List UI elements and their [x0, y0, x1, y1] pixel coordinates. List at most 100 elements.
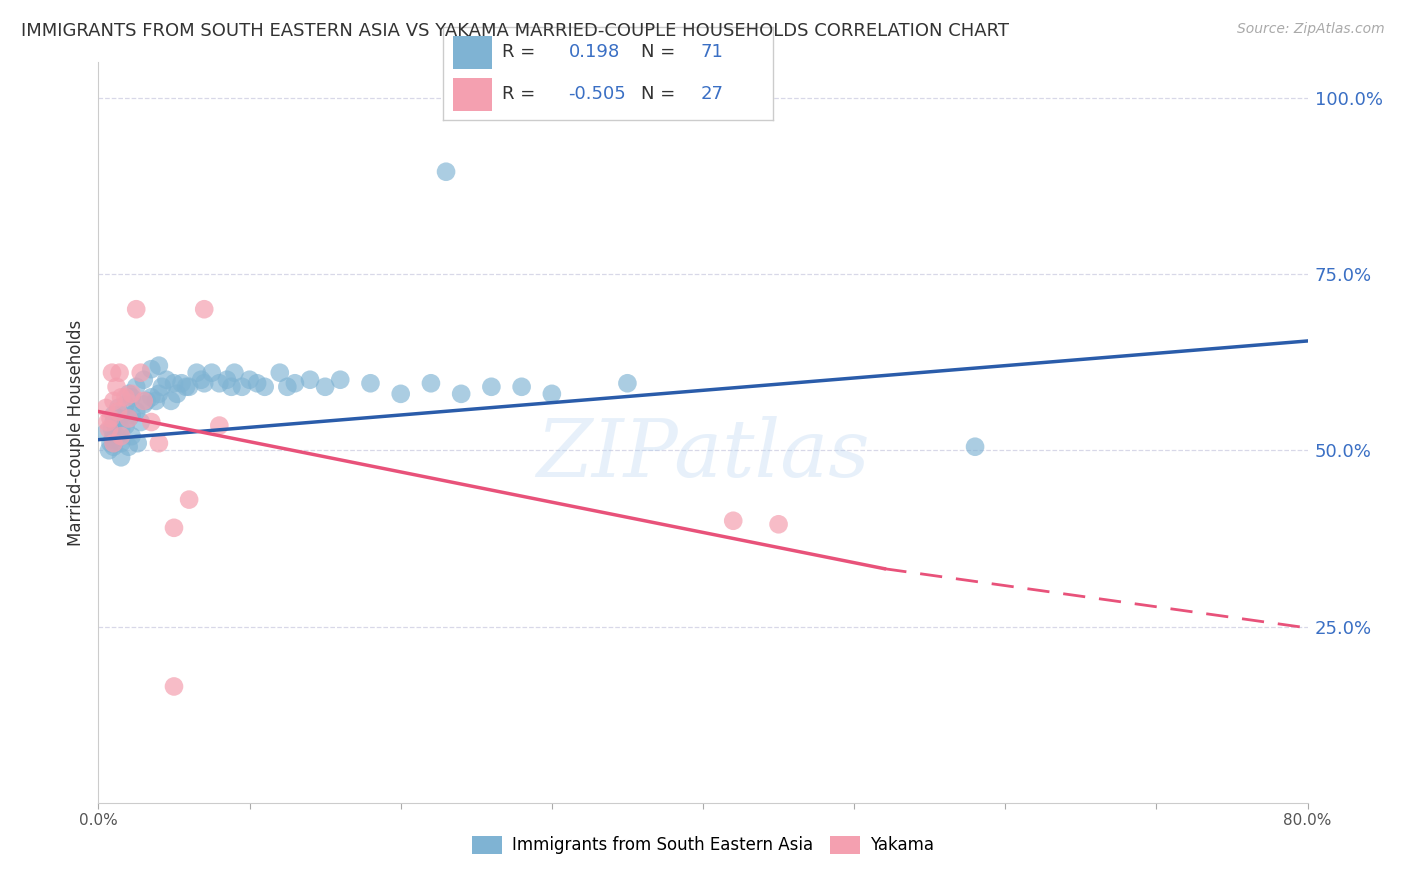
- Point: [224, 366, 246, 380]
- Point: [94, 425, 117, 440]
- Point: [121, 429, 143, 443]
- Point: [276, 380, 298, 394]
- Point: [132, 393, 155, 408]
- Point: [510, 380, 533, 394]
- Text: 27: 27: [700, 86, 724, 103]
- Point: [166, 387, 188, 401]
- Point: [420, 376, 443, 391]
- Point: [965, 440, 987, 454]
- Point: [239, 373, 262, 387]
- Point: [121, 408, 143, 422]
- Point: [329, 373, 352, 387]
- Text: R =: R =: [502, 43, 536, 61]
- Point: [360, 376, 382, 391]
- Point: [132, 397, 155, 411]
- Bar: [453, 36, 492, 69]
- Point: [118, 440, 141, 454]
- Point: [132, 373, 155, 387]
- Point: [98, 422, 121, 436]
- Text: IMMIGRANTS FROM SOUTH EASTERN ASIA VS YAKAMA MARRIED-COUPLE HOUSEHOLDS CORRELATI: IMMIGRANTS FROM SOUTH EASTERN ASIA VS YA…: [21, 22, 1010, 40]
- Point: [170, 376, 193, 391]
- Point: [103, 440, 125, 454]
- Point: [125, 380, 148, 394]
- Point: [723, 514, 745, 528]
- Point: [125, 302, 148, 317]
- Text: N =: N =: [641, 43, 675, 61]
- Point: [118, 387, 141, 401]
- Point: [253, 380, 276, 394]
- Point: [186, 366, 208, 380]
- Point: [108, 411, 131, 425]
- Point: [269, 366, 291, 380]
- Point: [155, 373, 177, 387]
- Text: ZIPatlas: ZIPatlas: [536, 416, 870, 493]
- Point: [148, 387, 170, 401]
- Point: [110, 436, 132, 450]
- Text: 71: 71: [700, 43, 724, 61]
- Point: [246, 376, 269, 391]
- Point: [616, 376, 638, 391]
- Point: [208, 418, 231, 433]
- Point: [103, 433, 125, 447]
- Point: [100, 411, 122, 425]
- Point: [105, 380, 128, 394]
- Point: [118, 411, 141, 425]
- Point: [150, 380, 173, 394]
- Point: [284, 376, 307, 391]
- Point: [148, 436, 170, 450]
- Point: [108, 366, 131, 380]
- Point: [174, 380, 197, 394]
- Point: [145, 393, 167, 408]
- Point: [135, 393, 157, 408]
- Text: -0.505: -0.505: [568, 86, 626, 103]
- Point: [141, 390, 163, 404]
- Legend: Immigrants from South Eastern Asia, Yakama: Immigrants from South Eastern Asia, Yaka…: [465, 829, 941, 861]
- Point: [221, 380, 243, 394]
- Point: [389, 387, 412, 401]
- Point: [110, 429, 132, 443]
- Point: [118, 411, 141, 425]
- Point: [125, 404, 148, 418]
- Point: [450, 387, 472, 401]
- Point: [231, 380, 253, 394]
- Bar: [453, 78, 492, 111]
- Point: [314, 380, 336, 394]
- Text: 0.198: 0.198: [568, 43, 620, 61]
- Point: [127, 436, 149, 450]
- Point: [110, 390, 132, 404]
- Point: [148, 359, 170, 373]
- Point: [215, 373, 238, 387]
- Point: [540, 387, 562, 401]
- Point: [103, 436, 125, 450]
- Point: [141, 415, 163, 429]
- Y-axis label: Married-couple Households: Married-couple Households: [66, 319, 84, 546]
- Point: [190, 373, 212, 387]
- Point: [481, 380, 503, 394]
- Point: [163, 521, 186, 535]
- Point: [103, 393, 125, 408]
- Point: [163, 680, 186, 694]
- Text: Source: ZipAtlas.com: Source: ZipAtlas.com: [1237, 22, 1385, 37]
- Point: [121, 390, 143, 404]
- Point: [121, 387, 143, 401]
- Point: [179, 492, 201, 507]
- Point: [103, 429, 125, 443]
- Point: [94, 401, 117, 415]
- Point: [434, 165, 457, 179]
- Point: [129, 415, 152, 429]
- Point: [160, 393, 183, 408]
- Text: N =: N =: [641, 86, 675, 103]
- Point: [163, 376, 186, 391]
- Point: [114, 418, 136, 433]
- Point: [110, 422, 132, 436]
- Point: [208, 376, 231, 391]
- Point: [107, 404, 129, 418]
- Point: [129, 366, 152, 380]
- Point: [103, 408, 125, 422]
- Point: [107, 401, 129, 415]
- Point: [141, 362, 163, 376]
- Point: [114, 390, 136, 404]
- Point: [193, 376, 215, 391]
- Point: [105, 429, 128, 443]
- Text: R =: R =: [502, 86, 536, 103]
